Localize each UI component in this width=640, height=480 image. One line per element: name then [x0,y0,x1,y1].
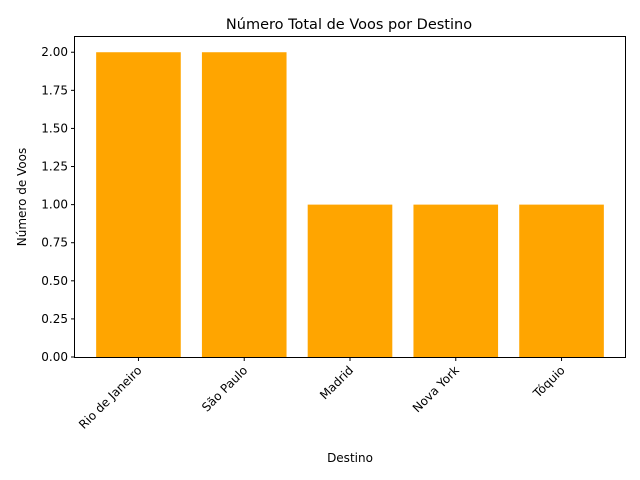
y-axis-title: Número de Voos [15,148,29,247]
bar-t-quio [519,204,604,357]
plot-frame [74,36,626,358]
chart-title: Número Total de Voos por Destino [226,17,472,33]
y-tick-label: 1.50 [41,121,68,135]
x-tick-label: Rio de Janeiro [76,363,145,432]
y-tick-label: 0.50 [41,274,68,288]
y-tick-label: 1.75 [41,83,68,97]
x-tick-label: São Paulo [199,363,250,414]
y-tick-label: 0.75 [41,236,68,250]
y-tick-label: 1.25 [41,160,68,174]
bar-s-o-paulo [201,52,287,357]
y-tick-label: 2.00 [41,45,68,59]
x-axis-ticks: Rio de Janeiro São Paulo Madrid Nova York Tó… [76,357,568,432]
y-tick-label: 0.00 [41,350,68,364]
bar-madrid [307,204,393,357]
x-axis-title: Destino [327,451,373,465]
bar-nova-york [413,204,499,357]
x-tick-label: Tóquio [530,363,568,401]
x-tick-label: Nova York [410,363,462,415]
x-tick-label: Madrid [317,363,356,402]
bars-group [96,52,604,357]
y-tick-label: 1.00 [41,198,68,212]
y-axis-ticks: 0.00 0.25 0.50 0.75 1.00 1.25 1.50 1.75 2.00 [41,45,75,364]
y-tick-label: 0.25 [41,312,68,326]
bar-rio-de-janeiro [96,52,181,357]
